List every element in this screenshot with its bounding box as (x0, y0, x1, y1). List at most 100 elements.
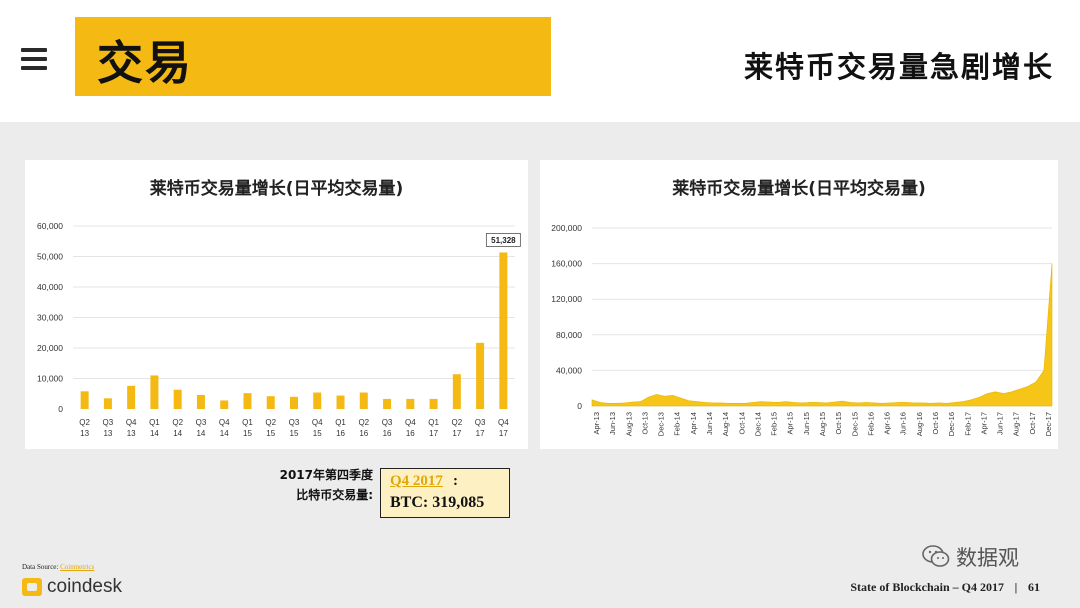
data-source-link[interactable]: Coinmetrics (60, 563, 95, 571)
area-chart-x-tick: Apr-15 (786, 412, 795, 435)
bar-chart-x-tick: Q1 (149, 418, 160, 427)
slide-footer: State of Blockchain – Q4 2017 | 61 (850, 580, 1040, 595)
bar-chart-bar (336, 395, 345, 409)
bar-chart-x-tick: 13 (103, 429, 112, 438)
area-chart-y-tick: 0 (577, 401, 582, 411)
area-chart-x-tick: Aug-15 (818, 412, 827, 436)
bar-chart-y-tick: 0 (58, 404, 63, 414)
bar-chart-x-tick: 14 (173, 429, 182, 438)
bar-chart-x-tick: Q4 (219, 418, 230, 427)
bar-chart-x-tick: Q4 (126, 418, 137, 427)
bar-chart-title: 莱特币交易量增长(日平均交易量) (149, 179, 404, 199)
area-chart-x-tick: Jun-14 (705, 412, 714, 435)
area-chart-x-tick: Jun-17 (996, 412, 1005, 435)
bar-chart-bar (359, 392, 368, 409)
hamburger-menu-icon[interactable] (21, 48, 47, 70)
bar-chart-x-tick: 17 (452, 429, 461, 438)
bar-chart-x-tick: 15 (290, 429, 299, 438)
btc-volume-callout: Q4 2017 : BTC: 319,085 (380, 468, 510, 518)
btc-volume-label: 2017年第四季度 比特币交易量: (263, 465, 373, 505)
area-chart-x-tick: Aug-14 (721, 412, 730, 436)
area-chart-x-tick: Jun-15 (802, 412, 811, 435)
area-chart-x-tick: Oct-17 (1028, 412, 1037, 435)
btc-volume-label-line2: 比特币交易量: (296, 488, 373, 502)
area-chart-y-tick: 80,000 (556, 330, 582, 340)
area-chart-x-tick: Jun-16 (899, 412, 908, 435)
bar-chart-bar (80, 391, 89, 409)
bar-chart-bar (196, 394, 205, 409)
area-chart-x-tick: Apr-16 (883, 412, 892, 435)
page-number: 61 (1028, 580, 1040, 594)
bar-chart-x-tick: Q1 (242, 418, 253, 427)
bar-chart-y-tick: 40,000 (37, 282, 63, 292)
bar-chart-x-tick: Q4 (498, 418, 509, 427)
area-chart-x-tick: Dec-17 (1044, 412, 1053, 436)
section-title-box: 交易 (75, 17, 551, 96)
bar-chart-y-tick: 50,000 (37, 252, 63, 262)
area-chart-x-tick: Apr-13 (592, 412, 601, 435)
area-chart-x-tick: Aug-17 (1012, 412, 1021, 436)
bar-chart-y-tick: 30,000 (37, 313, 63, 323)
bar-chart-x-tick: 16 (336, 429, 345, 438)
bar-chart-bar (406, 398, 415, 409)
bar-chart-bar (266, 396, 275, 409)
bar-chart-x-tick: Q3 (382, 418, 393, 427)
bar-chart-x-tick: Q2 (172, 418, 183, 427)
bar-chart-x-tick: 13 (80, 429, 89, 438)
bar-chart-x-tick: Q2 (452, 418, 463, 427)
bar-chart-x-tick: Q3 (196, 418, 207, 427)
area-chart-x-tick: Apr-14 (689, 412, 698, 435)
bar-chart-x-tick: 14 (196, 429, 205, 438)
bar-chart-bar (452, 374, 461, 409)
bar-chart-y-tick: 60,000 (37, 221, 63, 231)
bar-chart-x-tick: Q4 (312, 418, 323, 427)
bar-chart-x-tick: 13 (127, 429, 136, 438)
bar-chart-x-tick: Q3 (103, 418, 114, 427)
area-chart-y-tick: 120,000 (551, 294, 582, 304)
bar-chart-bar (383, 398, 392, 409)
report-title: State of Blockchain – Q4 2017 (850, 580, 1004, 594)
area-chart-x-tick: Oct-14 (737, 412, 746, 435)
bar-chart-data-label: 51,328 (491, 236, 516, 245)
bar-chart-x-tick: Q2 (358, 418, 369, 427)
bar-chart-x-tick: 14 (150, 429, 159, 438)
area-chart-x-tick: Oct-13 (640, 412, 649, 435)
area-chart-x-tick: Apr-17 (979, 412, 988, 435)
bar-chart-x-tick: 15 (313, 429, 322, 438)
area-chart-x-tick: Feb-16 (866, 412, 875, 436)
bar-chart-x-tick: Q3 (475, 418, 486, 427)
area-chart-x-tick: Dec-15 (850, 412, 859, 436)
area-chart: 200,000 160,000 120,000 80,000 40,000 0 Apr-13… (551, 223, 1053, 436)
bar-chart-bar (220, 400, 229, 409)
area-chart-x-tick: Oct-15 (834, 412, 843, 435)
area-chart-x-tick: Dec-16 (947, 412, 956, 436)
bar-chart: 60,000 50,000 40,000 30,000 20,000 10,000 0 Q2 1… (37, 221, 521, 438)
callout-quarter: Q4 2017 (390, 473, 443, 489)
bar-chart-x-tick: 14 (220, 429, 229, 438)
bar-chart-x-tick: 15 (243, 429, 252, 438)
coindesk-logo-text: coindesk (47, 576, 122, 597)
bar-chart-x-tick: Q3 (289, 418, 300, 427)
wechat-icon (922, 545, 950, 567)
area-chart-title: 莱特币交易量增长(日平均交易量) (672, 179, 926, 199)
bar-chart-x-tick: Q2 (79, 418, 90, 427)
daily-area-chart-panel: 莱特币交易量增长(日平均交易量) 200,000 160,000 120,000 80… (540, 160, 1058, 449)
area-chart-x-tick: Feb-17 (963, 412, 972, 436)
bar-chart-y-tick: 20,000 (37, 343, 63, 353)
section-title: 交易 (97, 36, 193, 90)
bar-chart-x-tick: Q1 (335, 418, 346, 427)
bar-chart-x-tick: 16 (406, 429, 415, 438)
area-chart-x-tick: Aug-16 (915, 412, 924, 436)
area-chart-x-tick: Aug-13 (624, 412, 633, 436)
area-chart-x-tick: Dec-14 (753, 412, 762, 436)
btc-volume-label-line1: 2017年第四季度 (279, 468, 373, 482)
bar-chart-bar (243, 393, 252, 409)
bar-chart-bar (173, 389, 182, 409)
bar-chart-x-tick: 17 (476, 429, 485, 438)
top-bar: 交易 莱特币交易量急剧增长 (0, 0, 1080, 122)
bar-chart-x-tick: Q2 (265, 418, 276, 427)
callout-value: BTC: 319,085 (390, 494, 485, 511)
data-source-prefix: Data Source: (22, 563, 61, 571)
data-source: Data Source: Coinmetrics (22, 563, 94, 571)
bar-chart-x-tick: 15 (266, 429, 275, 438)
